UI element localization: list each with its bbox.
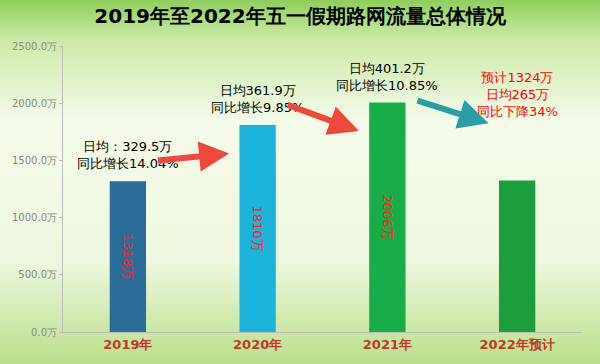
svg-text:500.0万: 500.0万 <box>18 269 57 280</box>
svg-text:日均361.9万同比增长9.85%: 日均361.9万同比增长9.85% <box>211 83 304 115</box>
svg-text:2019年: 2019年 <box>103 337 152 352</box>
svg-text:2021年: 2021年 <box>363 337 412 352</box>
svg-text:2020年: 2020年 <box>233 337 282 352</box>
svg-text:2000.0万: 2000.0万 <box>12 98 57 109</box>
svg-text:2500.0万: 2500.0万 <box>12 41 57 52</box>
svg-text:2022年预计: 2022年预计 <box>480 337 555 352</box>
svg-text:2006万: 2006万 <box>380 194 395 240</box>
svg-text:预计1324万日均265万同比下降34%: 预计1324万日均265万同比下降34% <box>477 70 558 119</box>
svg-text:1500.0万: 1500.0万 <box>12 155 57 166</box>
svg-text:2019年至2022年五一假期路网流量总体情况: 2019年至2022年五一假期路网流量总体情况 <box>94 4 506 28</box>
svg-text:0.0万: 0.0万 <box>31 327 57 338</box>
svg-text:1810万: 1810万 <box>250 205 265 251</box>
svg-text:日均：329.5万同比增长14.04%: 日均：329.5万同比增长14.04% <box>77 139 179 171</box>
svg-text:日均401.2万同比增长10.85%: 日均401.2万同比增长10.85% <box>336 61 438 93</box>
svg-text:1000.0万: 1000.0万 <box>12 212 57 223</box>
svg-text:1318万: 1318万 <box>120 234 135 280</box>
